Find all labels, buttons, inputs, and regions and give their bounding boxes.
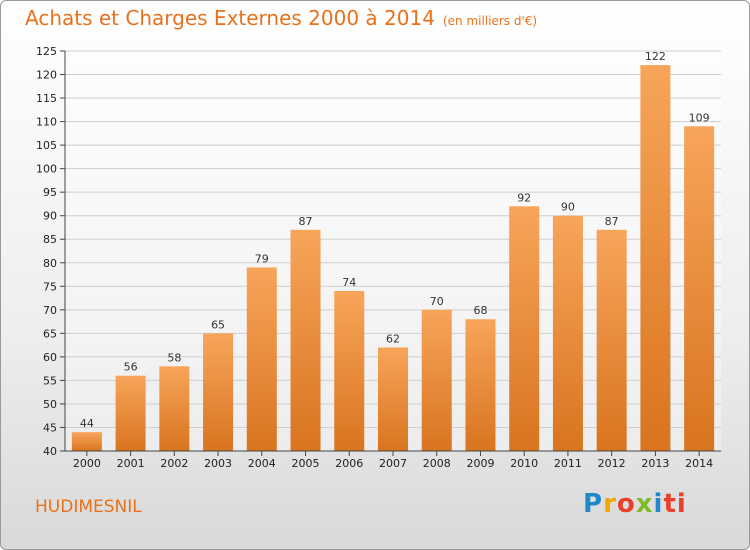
y-tick-label: 75	[43, 280, 57, 293]
brand-letter: i	[653, 489, 664, 519]
x-tick-label: 2014	[685, 457, 713, 470]
value-label: 58	[167, 351, 181, 364]
chart-subtitle: (en milliers d'€)	[442, 14, 538, 28]
chart-title-text: Achats et Charges Externes 2000 à 2014	[25, 6, 435, 30]
value-label: 92	[517, 191, 531, 204]
value-label: 109	[689, 111, 710, 124]
bar	[552, 215, 583, 451]
y-tick-label: 55	[43, 374, 57, 387]
value-label: 62	[386, 332, 400, 345]
x-tick-label: 2002	[160, 457, 188, 470]
y-tick-label: 100	[36, 163, 57, 176]
value-label: 74	[342, 276, 356, 289]
brand-letter: P	[583, 489, 604, 519]
x-tick-label: 2003	[204, 457, 232, 470]
y-tick-label: 85	[43, 233, 57, 246]
bar	[334, 291, 365, 451]
x-tick-label: 2009	[466, 457, 494, 470]
x-tick-label: 2005	[292, 457, 320, 470]
value-label: 87	[605, 215, 619, 228]
value-label: 70	[430, 295, 444, 308]
commune-name: HUDIMESNIL	[35, 497, 142, 517]
bar	[290, 229, 321, 451]
value-label: 68	[473, 304, 487, 317]
y-tick-label: 120	[36, 69, 57, 82]
bar	[640, 65, 671, 451]
y-tick-label: 125	[36, 45, 57, 58]
x-tick-label: 2012	[598, 457, 626, 470]
y-tick-label: 60	[43, 351, 57, 364]
chart-title: Achats et Charges Externes 2000 à 2014 (e…	[25, 6, 537, 30]
bar	[684, 126, 715, 451]
value-label: 65	[211, 318, 225, 331]
x-tick-label: 2004	[248, 457, 276, 470]
x-tick-label: 2008	[423, 457, 451, 470]
value-label: 87	[299, 215, 313, 228]
x-tick-label: 2006	[335, 457, 363, 470]
bar	[203, 333, 234, 451]
bar	[509, 206, 540, 451]
bar	[115, 375, 146, 451]
x-tick-label: 2013	[641, 457, 669, 470]
bar	[159, 366, 190, 451]
brand-letter: x	[635, 489, 654, 519]
value-label: 79	[255, 252, 269, 265]
value-label: 56	[124, 361, 138, 374]
bar	[378, 347, 408, 451]
brand-letter: o	[616, 489, 636, 519]
value-label: 44	[80, 417, 94, 430]
x-tick-label: 2001	[117, 457, 145, 470]
bar	[465, 319, 496, 451]
x-tick-label: 2000	[73, 457, 101, 470]
value-label: 90	[561, 201, 575, 214]
y-tick-label: 50	[43, 398, 57, 411]
y-tick-label: 65	[43, 327, 57, 340]
x-tick-label: 2007	[379, 457, 407, 470]
bar	[71, 432, 102, 451]
y-tick-label: 40	[43, 445, 57, 458]
bar	[246, 267, 277, 451]
value-label: 122	[645, 50, 666, 63]
y-tick-label: 80	[43, 257, 57, 270]
y-tick-label: 45	[43, 421, 57, 434]
bar	[596, 229, 627, 451]
y-tick-label: 105	[36, 139, 57, 152]
y-tick-label: 115	[36, 92, 57, 105]
bar	[421, 309, 452, 451]
brand-letter: ti	[663, 489, 687, 519]
brand-letter: r	[603, 489, 617, 519]
proxiti-logo: Proxiti	[583, 489, 687, 519]
x-tick-label: 2010	[510, 457, 538, 470]
y-tick-label: 90	[43, 210, 57, 223]
x-tick-label: 2011	[554, 457, 582, 470]
y-tick-label: 95	[43, 186, 57, 199]
y-tick-label: 110	[36, 116, 57, 129]
y-tick-label: 70	[43, 304, 57, 317]
